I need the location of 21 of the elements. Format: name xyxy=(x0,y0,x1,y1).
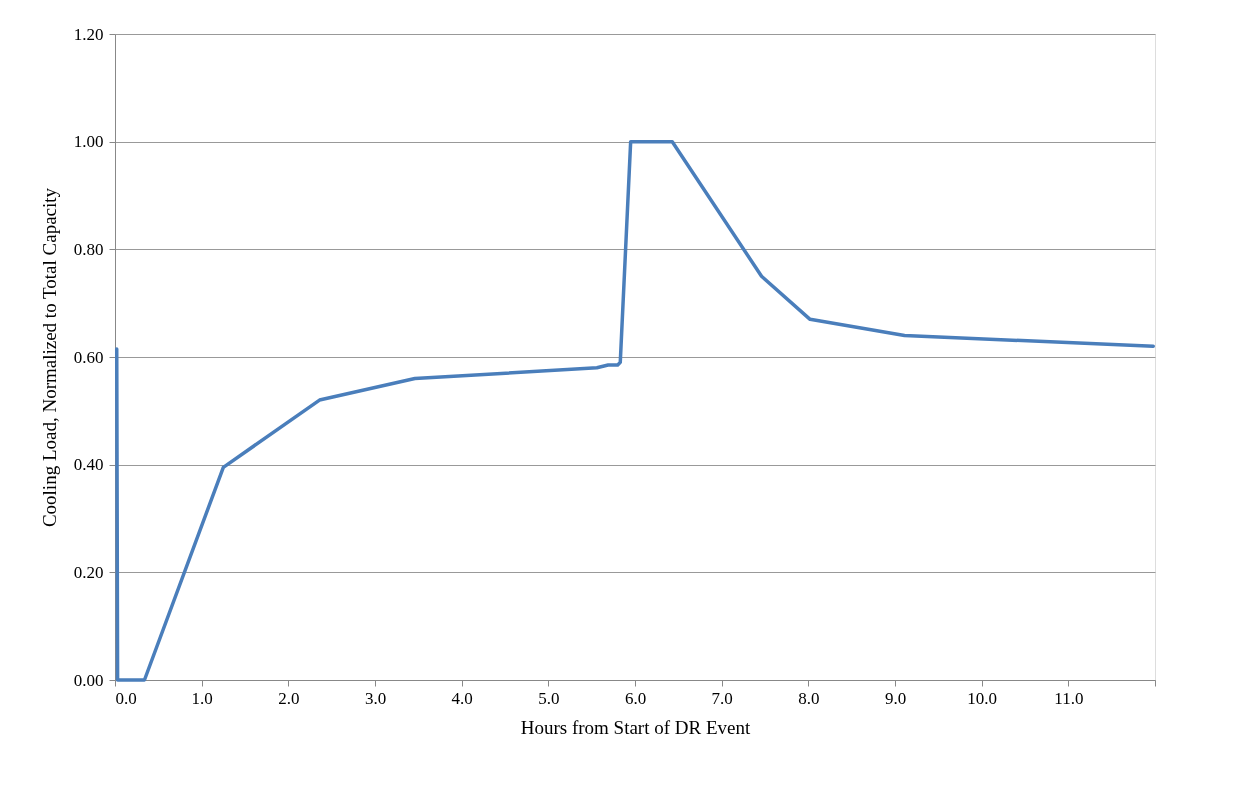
x-tick-label: 2.0 xyxy=(278,688,300,708)
y-axis-title: Cooling Load, Normalized to Total Capacity xyxy=(38,187,60,528)
y-tick-label: 1.20 xyxy=(73,24,104,44)
x-tick-label: 9.0 xyxy=(884,688,907,708)
x-tick-label: 3.0 xyxy=(364,688,387,708)
y-tick-label: 0.40 xyxy=(73,455,104,475)
y-tick-label: 1.00 xyxy=(73,132,104,152)
x-tick-label: 7.0 xyxy=(711,688,733,708)
y-tick-label: 0.00 xyxy=(73,670,104,690)
x-tick-label: 1.0 xyxy=(191,688,213,708)
x-tick-label: 5.0 xyxy=(538,688,560,708)
y-tick-label: 0.60 xyxy=(73,347,104,367)
x-tick-label: 4.0 xyxy=(451,688,473,708)
x-tick-label: 10.0 xyxy=(967,688,998,708)
x-tick-label: 0.0 xyxy=(115,688,137,708)
x-tick-label: 11.0 xyxy=(1054,688,1084,708)
x-axis-title: Hours from Start of DR Event xyxy=(520,716,751,738)
y-tick-label: 0.80 xyxy=(73,239,104,259)
y-tick-label: 0.20 xyxy=(73,562,104,582)
x-tick-label: 6.0 xyxy=(624,688,647,708)
x-tick-label: 8.0 xyxy=(798,688,820,708)
